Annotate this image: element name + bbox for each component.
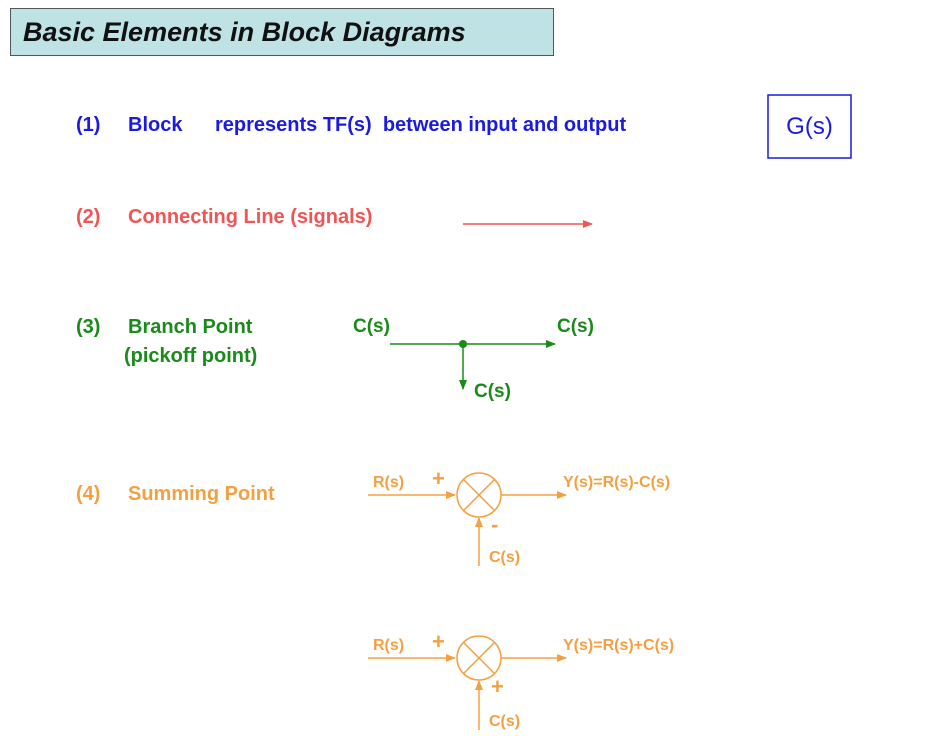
item-connecting-line-number: (2) [76,206,101,228]
sum-add-output-label: Y(s)=R(s)+C(s) [563,637,674,654]
sum-sub-minus-sign: - [491,512,498,537]
item-branch-point-label: Branch Point [128,316,253,338]
summing-point-subtract-diagram: R(s) + - C(s) Y(s)=R(s)-C(s) [368,466,670,566]
block-diagram-element: G(s) [767,94,852,159]
sum-add-feedback-label: C(s) [489,713,520,730]
sum-sub-output-label: Y(s)=R(s)-C(s) [563,474,670,491]
block-box [767,94,852,159]
item-summing-point-number: (4) [76,483,101,505]
sum-add-plus-sign: + [432,629,445,654]
sum-sub-input-label: R(s) [373,474,404,491]
branch-point-dot [459,340,467,348]
page-title: Basic Elements in Block Diagrams [23,17,466,47]
summing-point-add-diagram: R(s) + + C(s) Y(s)=R(s)+C(s) [368,629,674,730]
sum-sub-plus-sign: + [432,466,445,491]
branch-point-diagram: C(s) C(s) C(s) [353,316,594,402]
branch-input-label: C(s) [353,316,390,337]
block-label: G(s) [786,113,833,140]
title-banner: Basic Elements in Block Diagrams [10,8,554,56]
sum-add-plus-sign-2: + [491,674,504,699]
item-block-label: Block [128,114,183,136]
item-branch-point-number: (3) [76,316,101,338]
item-branch-point-sublabel: (pickoff point) [124,345,258,367]
sum-sub-feedback-label: C(s) [489,549,520,566]
item-connecting-line-label: Connecting Line (signals) [128,206,373,228]
item-block-number: (1) [76,114,101,136]
sum-add-input-label: R(s) [373,637,404,654]
item-summing-point-label: Summing Point [128,483,275,505]
item-block-description: represents TF(s) between input and outpu… [215,114,627,136]
branch-output-right-label: C(s) [557,316,594,337]
branch-output-down-label: C(s) [474,381,511,402]
